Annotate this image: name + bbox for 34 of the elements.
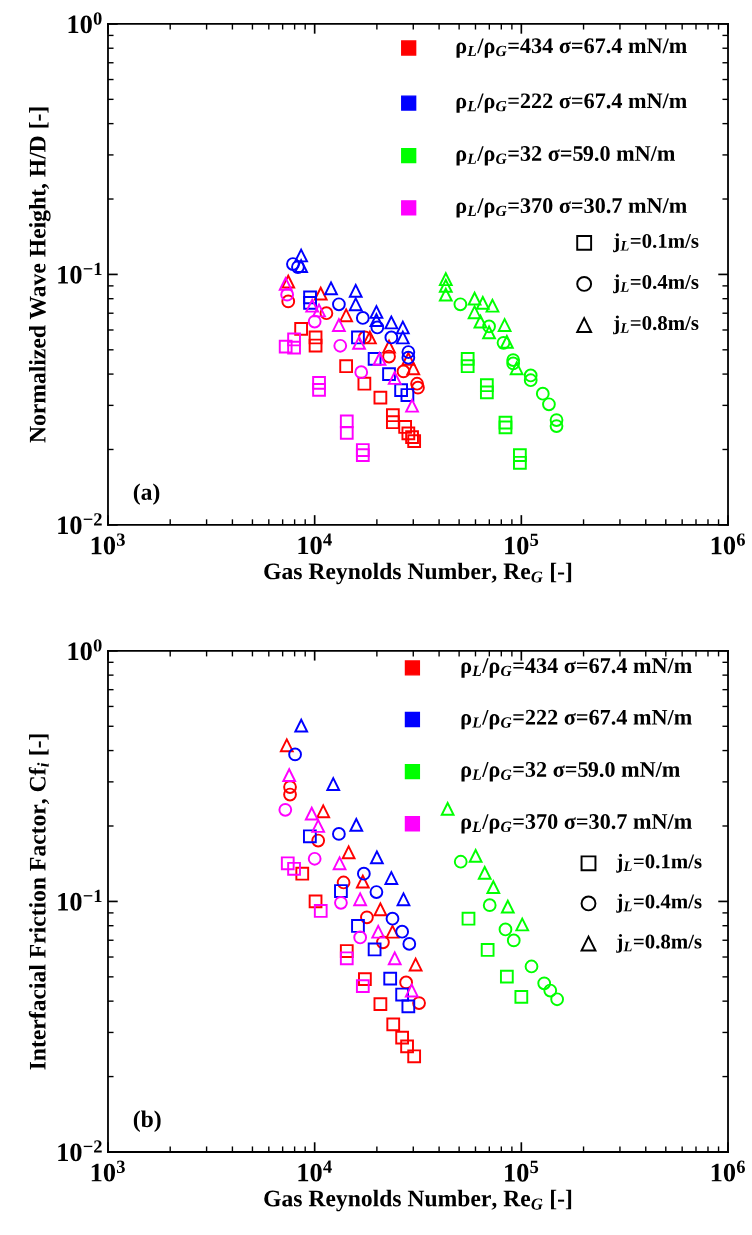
y-tick-label: 10$^{0}$: [68, 12, 102, 34]
annotation: ρ$_{L}$/ρ$_{G}$=370 σ=30.7 mN/m: [461, 814, 692, 834]
y-tick-label: 10$^{−2}$: [58, 1140, 102, 1162]
annotation: j$_{L}$=0.4m/s: [616, 893, 702, 913]
x-axis-title: Gas Reynolds Number, Re$_{G}$ [-]: [264, 1189, 572, 1212]
x-tick-label: 10$^{3}$: [91, 1160, 125, 1182]
annotation: j$_{L}$=0.4m/s: [613, 274, 699, 294]
y-tick-label: 10$^{−1}$: [58, 889, 102, 911]
x-tick-label: 10$^{6}$: [711, 1160, 745, 1182]
annotation: ρ$_{L}$/ρ$_{G}$=370 σ=30.7 mN/m: [456, 198, 687, 218]
x-axis-title: Gas Reynolds Number, Re$_{G}$ [-]: [264, 562, 572, 585]
annotation: ρ$_{L}$/ρ$_{G}$=32 σ=59.0 mN/m: [456, 146, 675, 166]
annotation: (a): [133, 483, 160, 505]
x-tick-label: 10$^{3}$: [91, 533, 125, 555]
y-tick-label: 10$^{−1}$: [58, 262, 102, 284]
y-tick-label: 10$^{0}$: [68, 639, 102, 661]
annotation: ρ$_{L}$/ρ$_{G}$=32 σ=59.0 mN/m: [461, 761, 680, 782]
annotation: ρ$_{L}$/ρ$_{G}$=222 σ=67.4 mN/m: [461, 709, 692, 730]
y-tick-label: 10$^{−2}$: [58, 513, 102, 535]
annotation: j$_{L}$=0.8m/s: [613, 315, 699, 335]
annotation: (b): [133, 1110, 161, 1132]
annotation: ρ$_{L}$/ρ$_{G}$=434 σ=67.4 mN/m: [461, 658, 692, 678]
annotation: j$_{L}$=0.1m/s: [613, 233, 699, 253]
annotation: j$_{L}$=0.1m/s: [616, 853, 702, 873]
annotation: ρ$_{L}$/ρ$_{G}$=434 σ=67.4 mN/m: [456, 38, 687, 58]
annotation: ρ$_{L}$/ρ$_{G}$=222 σ=67.4 mN/m: [456, 93, 687, 113]
y-axis-title: Normalized Wave Height, H/D [-]: [29, 107, 51, 443]
x-tick-label: 10$^{5}$: [505, 1160, 539, 1182]
x-tick-label: 10$^{4}$: [298, 1160, 332, 1182]
annotation: j$_{L}$=0.8m/s: [616, 933, 702, 953]
x-tick-label: 10$^{6}$: [711, 533, 745, 555]
x-tick-label: 10$^{4}$: [298, 533, 332, 555]
y-axis-title: Interfacial Friction Factor, Cf$_{i}$ [-]: [28, 734, 50, 1070]
x-tick-label: 10$^{5}$: [505, 533, 539, 555]
